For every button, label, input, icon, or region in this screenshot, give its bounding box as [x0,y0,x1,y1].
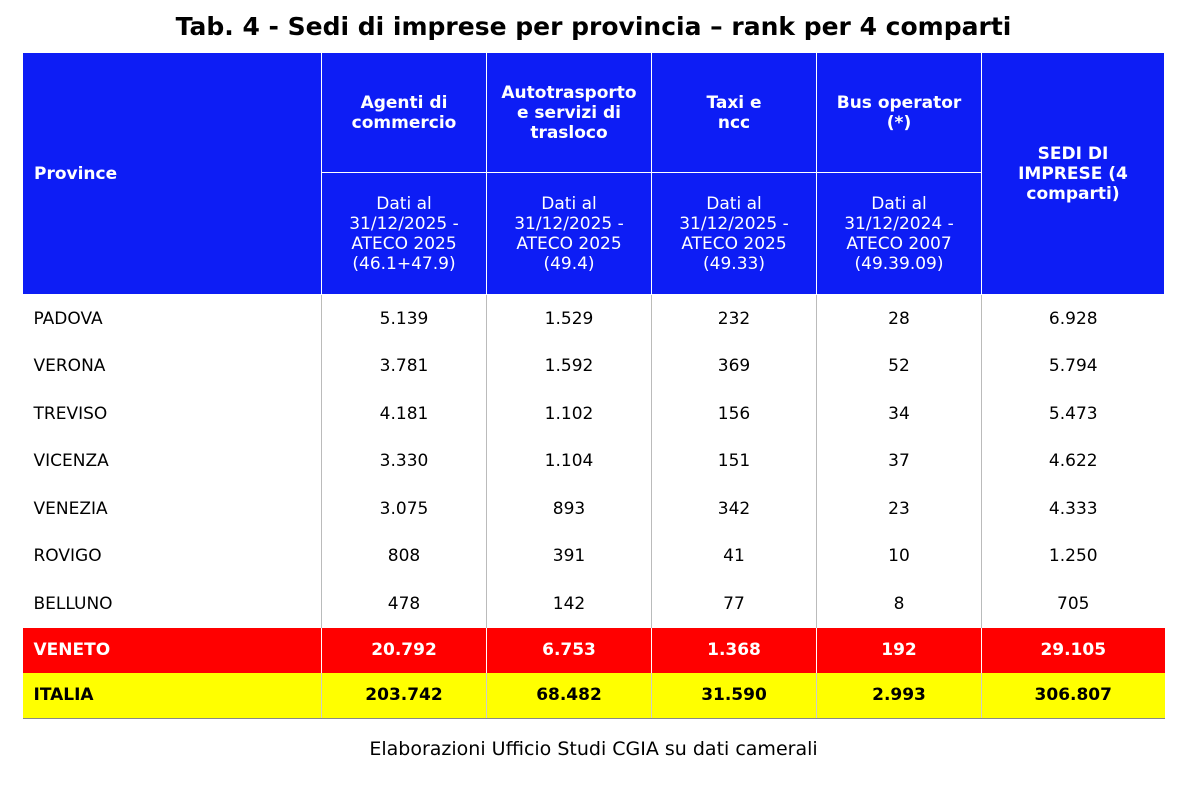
table-cell: VENEZIA [33,498,108,519]
table-cell: 369 [651,342,817,390]
table-cell: 893 [486,485,652,533]
table-cell: PADOVA [33,308,103,329]
table-cell: 232 [651,294,817,343]
header-subtext: Dati al 31/12/2025 - ATECO 2025 (46.1+47… [349,193,459,274]
table-cell: 23 [816,485,982,533]
table-cell: 6.753 [486,627,652,673]
header-subtext: Dati al 31/12/2025 - ATECO 2025 (49.4) [514,193,624,274]
table-cell: 808 [321,532,487,580]
table-cell: VENETO [22,627,322,673]
table-cell: 151 [651,437,817,485]
table-cell: 20.792 [321,627,487,673]
table-cell: 28 [816,294,982,343]
header-cell: SEDI DI IMPRESE (4 comparti) [981,52,1165,295]
table-cell: VERONA [33,356,106,377]
table-cell: 342 [651,485,817,533]
table-cell: 5.139 [321,294,487,343]
table-cell: 31.590 [651,672,817,719]
table-cell: 6.928 [981,294,1165,343]
table-cell: TREVISO [33,403,108,424]
table-cell: ROVIGO [33,546,102,567]
header-subtext: Dati al 31/12/2024 - ATECO 2007 (49.39.0… [844,193,954,274]
header-subcell: Dati al 31/12/2025 - ATECO 2025 (49.4) [486,172,652,295]
header-cell: Autotrasporto e servizi di trasloco [486,52,652,173]
table-cell: 306.807 [981,672,1165,719]
header-subcell: Dati al 31/12/2025 - ATECO 2025 (46.1+47… [321,172,487,295]
table-cell: 8 [816,580,982,628]
table-cell: 34 [816,390,982,438]
header-text: Autotrasporto e servizi di trasloco [501,82,637,143]
table-cell: 10 [816,532,982,580]
table-cell: 156 [651,390,817,438]
table-cell: VICENZA [33,451,109,472]
header-text: Bus operator (*) [836,92,962,133]
table-cell: 4.333 [981,485,1165,533]
table-row: ROVIGO 808 391 41 10 1.250 [23,532,1165,580]
table-cell: 705 [981,580,1165,628]
header-text: Agenti di commercio [351,92,457,133]
table-row: BELLUNO 478 142 77 8 705 [23,580,1165,628]
table-cell: 142 [486,580,652,628]
table-cell: 4.622 [981,437,1165,485]
header-cell: Agenti di commercio [321,52,487,173]
header-cell: Taxi e ncc [651,52,817,173]
table-row: PADOVA 5.139 1.529 232 28 6.928 [23,294,1165,343]
table-row: VENETO 20.792 6.753 1.368 192 29.105 [22,627,1165,673]
header-cell: Province [22,52,322,295]
table-cell: 1.529 [486,294,652,343]
header-text: SEDI DI IMPRESE (4 comparti) [1018,143,1128,204]
table-row: VERONA 3.781 1.592 369 52 5.794 [23,342,1165,390]
table-cell: 1.104 [486,437,652,485]
table-cell: 4.181 [321,390,487,438]
table-cell: 1.102 [486,390,652,438]
table-cell: 3.781 [321,342,487,390]
table-cell: 5.473 [981,390,1165,438]
table-cell: 52 [816,342,982,390]
header-subcell: Dati al 31/12/2024 - ATECO 2007 (49.39.0… [816,172,982,295]
table-cell: 1.250 [981,532,1165,580]
header-subtext: Dati al 31/12/2025 - ATECO 2025 (49.33) [679,193,789,274]
header-subcell: Dati al 31/12/2025 - ATECO 2025 (49.33) [651,172,817,295]
table-cell: 478 [321,580,487,628]
table-cell: 5.794 [981,342,1165,390]
table-row: ITALIA 203.742 68.482 31.590 2.993 306.807 [22,672,1165,719]
table-cell: BELLUNO [33,593,113,614]
table-cell: 3.075 [321,485,487,533]
header-text: Taxi e ncc [706,92,762,133]
table-cell: 37 [816,437,982,485]
header-cell: Bus operator (*) [816,52,982,173]
footer-note: Elaborazioni Ufficio Studi CGIA su dati … [369,738,818,760]
table-cell: ITALIA [22,672,322,719]
table-cell: 2.993 [816,672,982,719]
table-row: TREVISO 4.181 1.102 156 34 5.473 [23,390,1165,438]
table-cell: 77 [651,580,817,628]
table-cell: 29.105 [981,627,1165,673]
table-cell: 1.592 [486,342,652,390]
data-table: Province Agenti di commercio Autotrasporto… [22,52,1165,719]
table-cell: 192 [816,627,982,673]
table-cell: 41 [651,532,817,580]
table-cell: 203.742 [321,672,487,719]
table-cell: 391 [486,532,652,580]
table-cell: 68.482 [486,672,652,719]
table-cell: 3.330 [321,437,487,485]
table-cell: 1.368 [651,627,817,673]
table-title: Tab. 4 - Sedi di imprese per provincia –… [175,12,1012,41]
table-row: VENEZIA 3.075 893 342 23 4.333 [23,485,1165,533]
table-row: VICENZA 3.330 1.104 151 37 4.622 [23,437,1165,485]
